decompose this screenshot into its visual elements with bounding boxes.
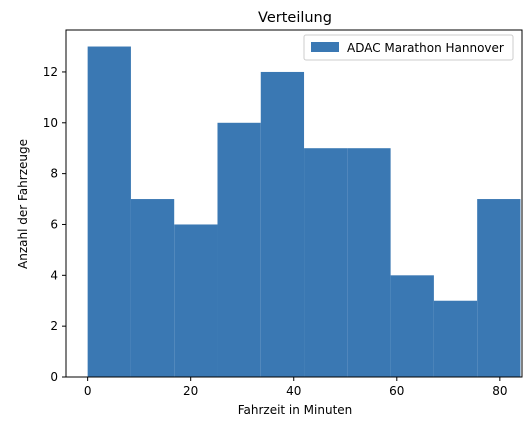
legend: ADAC Marathon Hannover <box>303 34 514 61</box>
histogram-bar-8 <box>433 300 478 377</box>
histogram-bar-6 <box>347 148 391 377</box>
chart-title: Verteilung <box>258 10 332 26</box>
y-tick-label: 2 <box>50 319 58 333</box>
x-axis-label: Fahrzeit in Minuten <box>238 403 353 417</box>
x-tick-label: 60 <box>389 384 404 398</box>
histogram-bar-3 <box>217 122 261 378</box>
histogram-bar-0 <box>87 46 131 378</box>
x-axis-ticks: 0 20 40 60 80 <box>84 377 507 398</box>
legend-box <box>303 34 514 61</box>
x-tick-label: 0 <box>84 384 92 398</box>
y-tick-label: 4 <box>50 268 58 282</box>
histogram-bar-9 <box>477 199 521 377</box>
y-tick-label: 6 <box>50 217 58 231</box>
histogram-bar-7 <box>390 275 434 377</box>
x-tick-label: 20 <box>183 384 198 398</box>
histogram-bar-4 <box>260 71 305 377</box>
y-tick-label: 12 <box>43 65 58 79</box>
histogram-bars <box>87 46 521 378</box>
legend-swatch <box>311 42 339 52</box>
legend-label: ADAC Marathon Hannover <box>347 41 504 55</box>
y-axis-ticks: 0 2 4 6 8 10 12 <box>43 65 66 384</box>
histogram-bar-1 <box>130 199 175 377</box>
y-tick-label: 10 <box>43 116 58 130</box>
histogram-bar-2 <box>174 224 218 377</box>
x-tick-label: 40 <box>286 384 301 398</box>
y-tick-label: 0 <box>50 370 58 384</box>
y-axis-label: Anzahl der Fahrzeuge <box>16 139 30 269</box>
y-tick-label: 8 <box>50 167 58 181</box>
histogram-bar-5 <box>304 148 348 377</box>
x-tick-label: 80 <box>492 384 507 398</box>
